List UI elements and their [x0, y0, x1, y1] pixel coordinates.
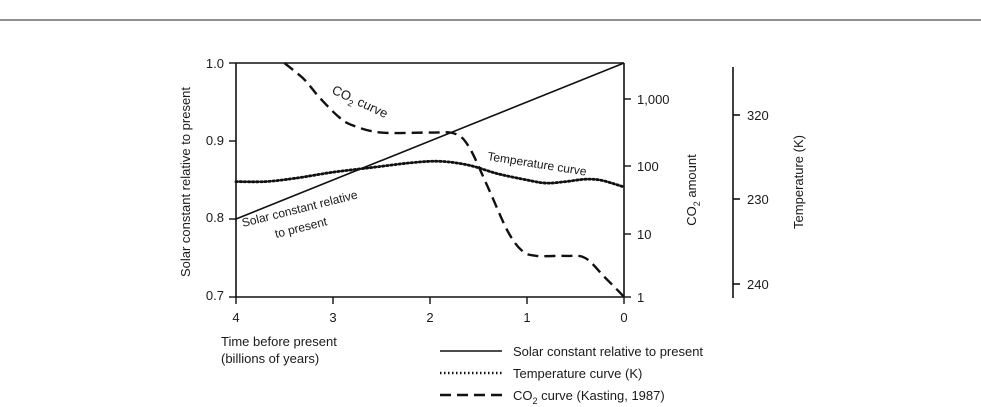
x-ticks: [235, 297, 625, 304]
x-tick-label: 4: [232, 310, 239, 325]
series-line-solar: [235, 62, 625, 220]
y-temp-tick-label: 230: [747, 192, 769, 207]
x-tick-label: 0: [620, 310, 627, 325]
y-left-tick-label: 1.0: [206, 56, 224, 71]
y-co2-tick-label: 10: [637, 227, 651, 242]
y-left-tick-label: 0.9: [206, 133, 224, 148]
x-axis-label-line1: Time before present: [221, 334, 337, 349]
x-tick-label: 1: [523, 310, 530, 325]
x-tick-label: 2: [426, 310, 433, 325]
y-co2-tick-labels: 1,000 100 10 1: [637, 92, 670, 305]
series-layer: [234, 62, 626, 298]
y-left-tick-label: 0.7: [206, 288, 224, 303]
y-left-label: Solar constant relative to present: [178, 87, 193, 277]
x-tick-labels: 4 3 2 1 0: [232, 310, 627, 325]
legend-temperature-label: Temperature curve (K): [513, 366, 642, 381]
legend-solar-label: Solar constant relative to present: [513, 344, 703, 359]
plot-frame: [235, 62, 625, 298]
y-temp-label: Temperature (K): [791, 135, 806, 229]
y-co2-ticks: [624, 98, 631, 298]
y-co2-tick-label: 100: [637, 159, 659, 174]
y-left-ticks: [229, 62, 236, 298]
y-temp-axis: [732, 67, 740, 298]
series-line-temperature: [234, 159, 626, 189]
x-tick-label: 3: [329, 310, 336, 325]
series-line-co2: [283, 62, 625, 298]
y-temp-tick-label: 240: [747, 277, 769, 292]
y-co2-label: CO2 amount: [684, 154, 702, 226]
y-temp-tick-labels: 320 230 240: [747, 108, 769, 292]
y-left-tick-labels: 1.0 0.9 0.8 0.7: [206, 56, 224, 303]
y-left-tick-label: 0.8: [206, 210, 224, 225]
legend-co2-label: CO2 curve (Kasting, 1987): [513, 388, 665, 406]
legend: Solar constant relative to present Tempe…: [440, 344, 703, 406]
y-co2-tick-label: 1,000: [637, 92, 670, 107]
y-temp-tick-label: 320: [747, 108, 769, 123]
y-co2-tick-label: 1: [637, 290, 644, 305]
x-axis-label-line2: (billions of years): [221, 351, 319, 366]
